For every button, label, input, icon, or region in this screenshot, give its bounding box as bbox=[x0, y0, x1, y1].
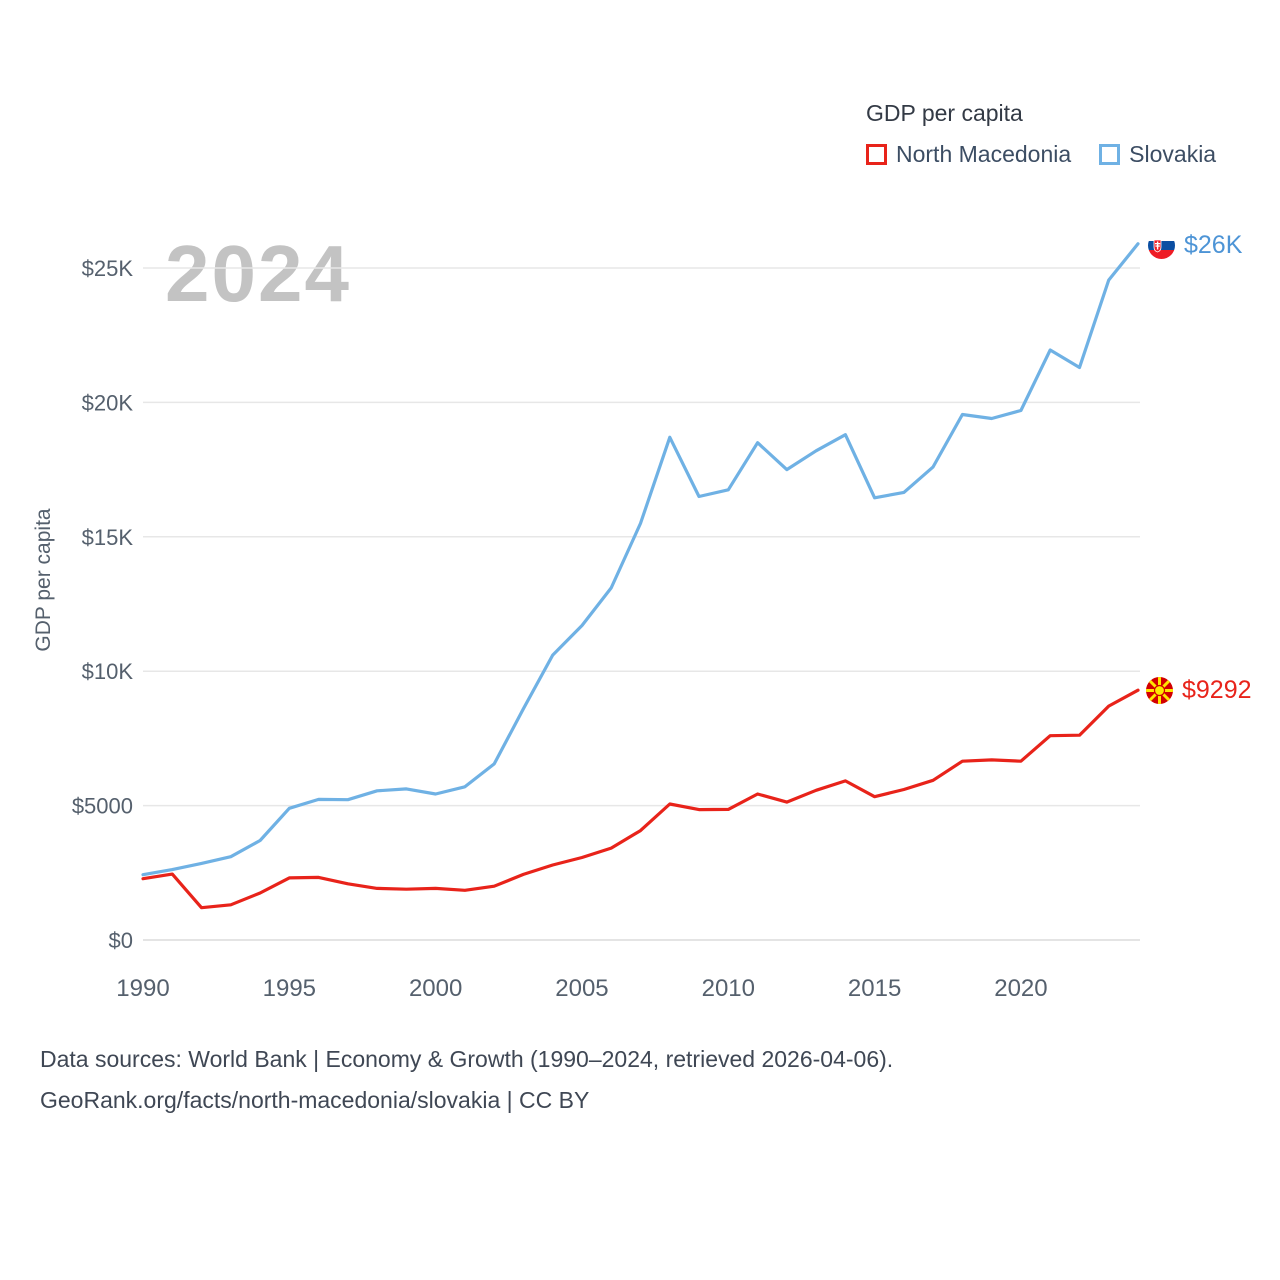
x-tick-label: 2010 bbox=[702, 975, 755, 1002]
footer-data-sources: Data sources: World Bank | Economy & Gro… bbox=[40, 1046, 894, 1072]
watermark-year: 2024 bbox=[165, 229, 351, 318]
x-tick-label: 2020 bbox=[994, 975, 1047, 1002]
x-tick-label: 1990 bbox=[116, 975, 169, 1002]
end-value-slovakia: $26K bbox=[1184, 231, 1243, 259]
footer-attribution: GeoRank.org/facts/north-macedonia/slovak… bbox=[40, 1087, 590, 1113]
series-line-north-macedonia bbox=[141, 688, 1140, 910]
x-tick-label: 1995 bbox=[263, 975, 316, 1002]
north-macedonia-flag-icon bbox=[1146, 677, 1173, 704]
y-tick-label: $0 bbox=[109, 928, 133, 953]
legend-items: North Macedonia Slovakia bbox=[866, 141, 1216, 168]
footer: Data sources: World Bank | Economy & Gro… bbox=[40, 1046, 893, 1128]
y-tick-label: $5000 bbox=[72, 794, 133, 819]
x-tick-label: 2015 bbox=[848, 975, 901, 1002]
x-tick-label: 2005 bbox=[555, 975, 608, 1002]
end-label-north-macedonia: $9292 bbox=[1146, 676, 1252, 705]
series-line-slovakia bbox=[141, 242, 1140, 877]
slovakia-swatch-icon bbox=[1099, 144, 1121, 165]
north-macedonia-swatch-icon bbox=[866, 144, 887, 165]
y-tick-label: $15K bbox=[82, 525, 134, 550]
legend-label-north-macedonia: North Macedonia bbox=[896, 141, 1072, 167]
legend-item-slovakia[interactable]: Slovakia bbox=[1099, 141, 1216, 168]
legend-item-north-macedonia[interactable]: North Macedonia bbox=[866, 141, 1071, 168]
end-value-north-macedonia: $9292 bbox=[1182, 676, 1252, 704]
slovakia-flag-icon bbox=[1148, 232, 1175, 259]
y-tick-label: $10K bbox=[82, 659, 134, 684]
y-tick-label: $25K bbox=[82, 256, 134, 281]
y-tick-label: $20K bbox=[82, 390, 134, 415]
x-tick-label: 2000 bbox=[409, 975, 462, 1002]
chart-legend: GDP per capita North Macedonia Slovakia bbox=[866, 100, 1216, 168]
legend-title: GDP per capita bbox=[866, 100, 1023, 126]
end-label-slovakia: $26K bbox=[1148, 231, 1242, 260]
legend-label-slovakia: Slovakia bbox=[1129, 141, 1217, 167]
